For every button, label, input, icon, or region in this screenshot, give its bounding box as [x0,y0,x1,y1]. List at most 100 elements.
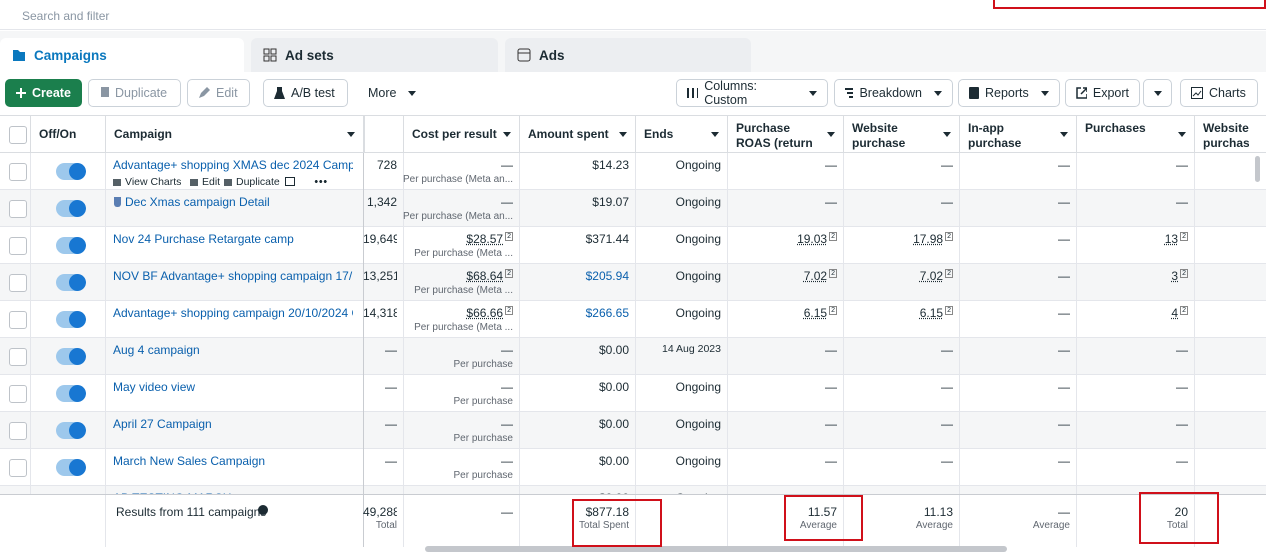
highlight-box [572,499,662,547]
icon [13,50,25,61]
checkbox[interactable] [9,274,27,292]
table-row[interactable]: NOV BF Advantage+ shopping campaign 17/1… [0,264,1266,301]
column-header[interactable]: Purchase ROAS (return on ad... [727,116,843,153]
column-header[interactable]: Website purchase ROA... [843,116,959,153]
toggle[interactable] [56,348,86,365]
scrollbar[interactable] [425,546,1007,552]
toggle[interactable] [56,459,86,476]
cell-subtext: Per purchase [453,396,513,407]
columns-button[interactable]: Columns: Custom [676,79,828,107]
cell-border [727,153,728,190]
duplicate-button[interactable]: Duplicate [88,79,181,107]
checkbox[interactable] [9,422,27,440]
charts-button[interactable]: Charts [1180,79,1258,107]
row-action[interactable]: Duplicate [236,176,280,188]
footnote-ref: 2 [505,306,513,315]
tab-campaigns[interactable]: Campaigns [0,38,244,72]
column-header[interactable]: In-app purchase ROAS (return ... [959,116,1076,153]
cell-border [519,495,520,547]
cell-value: — [941,343,953,357]
ab-test-button[interactable]: A/B test [263,79,348,107]
column-header[interactable]: Website purchases [1194,116,1266,153]
campaign-name[interactable]: March New Sales Campaign [113,454,266,468]
campaign-name[interactable]: NOV BF Advantage+ shopping campaign 17/1… [113,269,353,283]
tab-adsets[interactable]: Ad sets [251,38,498,72]
table-row[interactable]: Advantage+ shopping XMAS dec 2024 Campai… [0,153,1266,190]
column-header[interactable]: Purchases [1076,116,1194,153]
button-label: A/B test [291,86,335,100]
campaign-name[interactable]: Aug 4 campaign [113,343,200,357]
toggle[interactable] [56,422,86,439]
breakdown-button[interactable]: Breakdown [834,79,953,107]
cell-border [363,264,364,301]
toggle[interactable] [56,200,86,217]
cell-value: — [385,380,397,394]
toggle[interactable] [56,385,86,402]
footnote-ref: 2 [829,306,837,315]
table-row[interactable]: April 27 Campaign — — $0.00 Ongoing — — — — Per p… [0,412,1266,449]
table-row[interactable]: Advantage+ shopping campaign 20/10/2024 … [0,301,1266,338]
tab-ads[interactable]: Ads [505,38,751,72]
table-row[interactable]: Aug 4 campaign — — $0.00 14 Aug 2023 — — — — Per … [0,338,1266,375]
toggle[interactable] [56,311,86,328]
cell-value: — [941,195,953,209]
campaign-name[interactable]: May video view [113,380,196,394]
cell-value: $14.23 [592,158,629,172]
table-row[interactable]: March New Sales Campaign — — $0.00 Ongoing — —… [0,449,1266,486]
column-header[interactable]: Amount spent [519,116,635,153]
column-header[interactable]: Campaign [105,116,363,153]
footnote-ref: 2 [945,306,953,315]
summary-value: $877.18 [585,505,629,519]
checkbox[interactable] [9,311,27,329]
campaign-name[interactable]: Advantage+ shopping XMAS dec 2024 Campai… [113,158,353,172]
export-button[interactable]: Export [1065,79,1140,107]
campaign-table: Off/On Campaign Cost per result Amount spen… [0,115,1266,556]
cell-border [403,153,404,190]
table-row[interactable]: May video view — — $0.00 Ongoing — — — — Per purc… [0,375,1266,412]
more-button[interactable]: More [357,79,421,107]
campaign-name[interactable]: April 27 Campaign [113,417,212,431]
cell-subtext: Per purchase (Meta ... [414,322,513,333]
row-action[interactable]: Edit [202,176,221,188]
cell-value: $0.00 [598,454,629,468]
checkbox[interactable] [9,385,27,403]
export-menu-button[interactable] [1143,79,1172,107]
campaign-name[interactable]: Nov 24 Purchase Retargate camp [113,232,294,246]
checkbox[interactable] [9,348,27,366]
cell-value: 6.15 2 [843,306,953,320]
column-header[interactable]: Cost per result [403,116,519,153]
row-action-icon [190,179,198,186]
checkbox[interactable] [9,200,27,218]
table-row[interactable]: Nov 24 Purchase Retargate camp 19,649 $28.… [0,227,1266,264]
reports-button[interactable]: Reports [958,79,1060,107]
row-action[interactable]: View Charts [125,176,182,188]
column-header[interactable]: Ends [635,116,727,153]
search-bar[interactable]: Search and filter [0,0,1266,30]
cell-border [1194,449,1195,486]
campaign-name[interactable]: Advantage+ shopping campaign 20/10/2024 … [113,306,353,320]
checkbox[interactable] [9,459,27,477]
cell-value: — [1058,195,1070,209]
toggle-knob [69,422,86,439]
toggle[interactable] [56,163,86,180]
scrollbar-vertical[interactable] [1255,156,1260,182]
checkbox[interactable] [9,163,27,181]
cell-border [1076,301,1077,338]
column-header[interactable]: Off/On [30,116,105,153]
search-placeholder: Search and filter [22,9,110,23]
checkbox[interactable] [9,237,27,255]
cell-value: 728 [376,158,397,172]
info-icon[interactable] [258,505,268,515]
campaign-name[interactable]: Dec Xmas campaign Detail [125,195,270,209]
cell-border [403,227,404,264]
cell-border [843,153,844,190]
toggle[interactable] [56,274,86,291]
row-more[interactable] [314,180,327,183]
create-button[interactable]: Create [5,79,82,107]
checkbox[interactable] [9,126,27,144]
edit-button[interactable]: Edit [187,79,250,107]
cell-border [30,338,31,375]
toggle[interactable] [56,237,86,254]
table-row[interactable]: Dec Xmas campaign Detail 1,342 — $19.07 Ongo… [0,190,1266,227]
